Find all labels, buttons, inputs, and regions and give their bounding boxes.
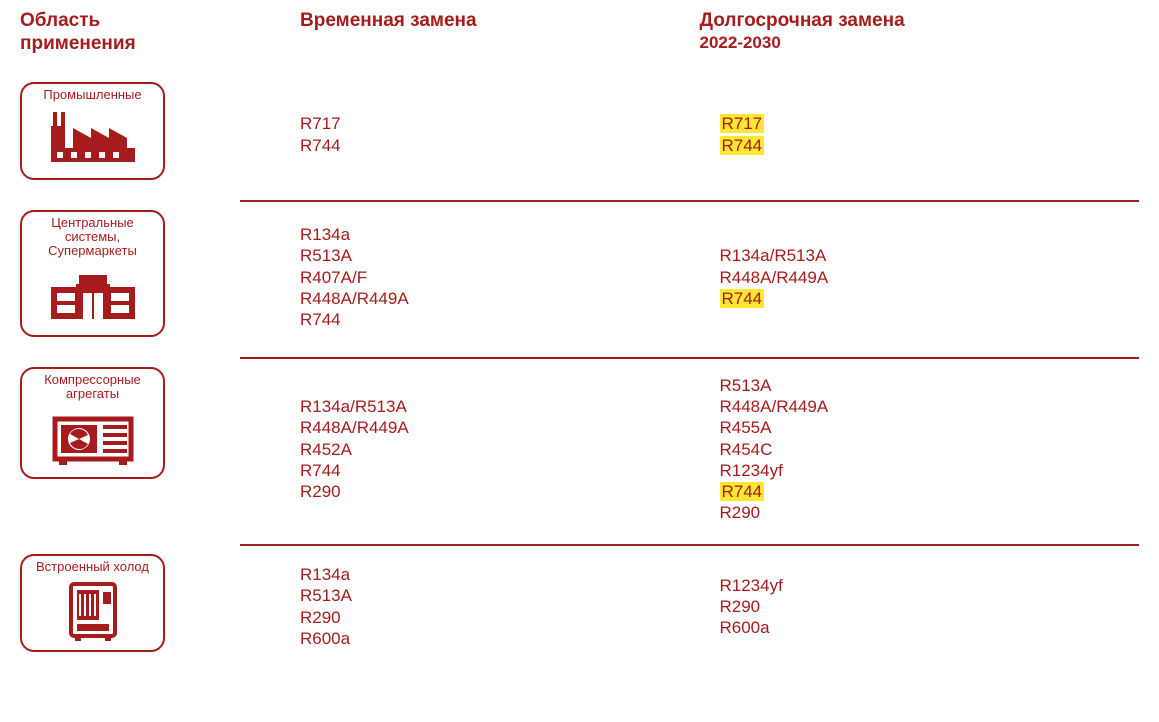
- longterm-list-industrial: R717R744: [700, 76, 1140, 198]
- refrigerant-item: R600a: [300, 628, 680, 649]
- refrigerant-item: R513A: [300, 585, 680, 606]
- refrigerant-item: R407A/F: [300, 267, 680, 288]
- refrigerant-item: R744: [720, 135, 1140, 156]
- refrigerant-item: R513A: [720, 375, 1140, 396]
- refrigerant-item: R600a: [720, 617, 1140, 638]
- refrigerant-item: R744: [300, 460, 680, 481]
- category-box: Встроенный холод: [20, 554, 165, 652]
- category-supermarket: Центральные системы, Супермаркеты: [20, 204, 220, 355]
- refrigerant-item: R455A: [720, 417, 1140, 438]
- refrigerant-item: R717: [300, 113, 680, 134]
- refrigerant-item: R513A: [300, 245, 680, 266]
- supermarket-icon: [28, 263, 157, 327]
- refrigerant-item: R744: [720, 481, 1140, 502]
- refrigerant-item: R1234yf: [720, 575, 1140, 596]
- category-label: Встроенный холод: [28, 560, 157, 574]
- category-box: Промышленные: [20, 82, 165, 180]
- refrigerant-item: R448A/R449A: [300, 288, 680, 309]
- refrigerant-item: R448A/R449A: [720, 396, 1140, 417]
- temporary-list-industrial: R717R744: [240, 76, 680, 198]
- temporary-list-condensing: R134a/R513AR448A/R449AR452AR744R290: [240, 361, 680, 542]
- refrigerant-item: R744: [720, 288, 1140, 309]
- category-box: Компрессорные агрегаты: [20, 367, 165, 480]
- refrigerant-item: R134a: [300, 564, 680, 585]
- refrigerant-item: R744: [300, 135, 680, 156]
- refrigerant-item: R448A/R449A: [300, 417, 680, 438]
- category-box: Центральные системы, Супермаркеты: [20, 210, 165, 337]
- factory-icon: [28, 106, 157, 170]
- row-divider: [240, 200, 1139, 202]
- longterm-list-supermarket: R134a/R513AR448A/R449AR744: [700, 204, 1140, 355]
- refrigerant-item: R1234yf: [720, 460, 1140, 481]
- refrigerant-item: R452A: [300, 439, 680, 460]
- refrigerant-item: R134a/R513A: [300, 396, 680, 417]
- refrigerant-item: R744: [300, 309, 680, 330]
- category-label: Центральные системы, Супермаркеты: [28, 216, 157, 259]
- category-plugin: Встроенный холод: [20, 548, 220, 670]
- refrigerant-item: R290: [720, 502, 1140, 523]
- header-longterm: Долгосрочная замена2022-2030: [700, 10, 1140, 76]
- refrigerant-item: R454C: [720, 439, 1140, 460]
- temporary-list-plugin: R134aR513AR290R600a: [240, 548, 680, 670]
- header-area: Область применения: [20, 10, 220, 76]
- longterm-list-condensing: R513AR448A/R449AR455AR454CR1234yfR744R29…: [700, 361, 1140, 542]
- category-label: Промышленные: [28, 88, 157, 102]
- refrigerant-item: R134a/R513A: [720, 245, 1140, 266]
- refrigerant-item: R717: [720, 113, 1140, 134]
- condensing-icon: [28, 405, 157, 469]
- category-condensing: Компрессорные агрегаты: [20, 361, 220, 542]
- longterm-list-plugin: R1234yfR290R600a: [700, 548, 1140, 670]
- refrigerant-item: R134a: [300, 224, 680, 245]
- vending-icon: [28, 578, 157, 642]
- temporary-list-supermarket: R134aR513AR407A/FR448A/R449AR744: [240, 204, 680, 355]
- refrigerant-item: R448A/R449A: [720, 267, 1140, 288]
- row-divider: [240, 544, 1139, 546]
- refrigerant-item: R290: [720, 596, 1140, 617]
- category-industrial: Промышленные: [20, 76, 220, 198]
- refrigerant-item: R290: [300, 607, 680, 628]
- category-label: Компрессорные агрегаты: [28, 373, 157, 402]
- refrigerant-item: R290: [300, 481, 680, 502]
- header-temporary: Временная замена: [240, 10, 680, 76]
- row-divider: [240, 357, 1139, 359]
